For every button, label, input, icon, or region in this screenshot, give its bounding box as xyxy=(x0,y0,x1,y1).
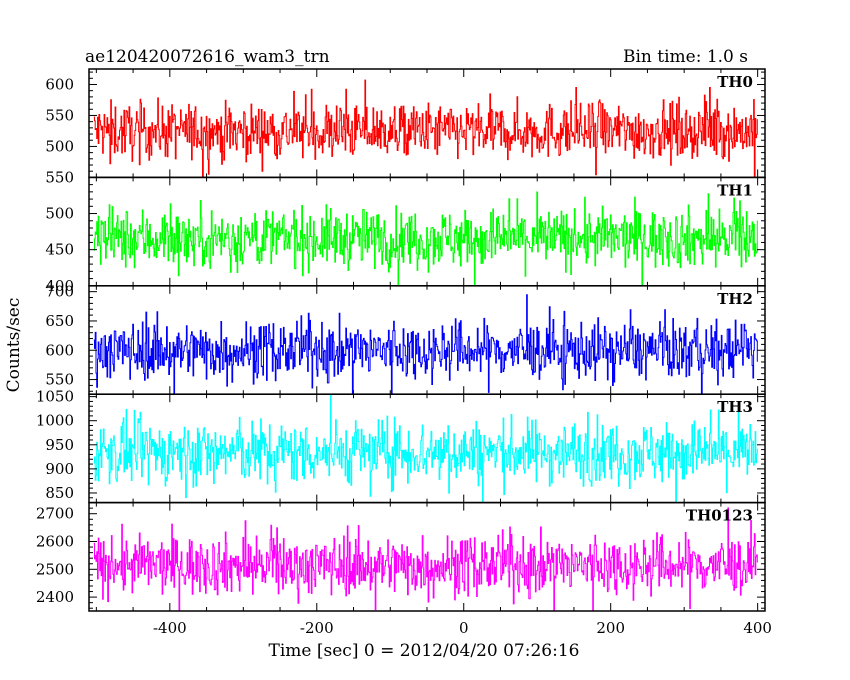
y-tick-label: 650 xyxy=(45,312,74,330)
y-tick-label: 2600 xyxy=(36,533,74,551)
y-tick-label: 2400 xyxy=(36,588,74,606)
panel-th2: 550 600 650 700 TH2 xyxy=(45,283,766,395)
y-tick-label: 2700 xyxy=(36,505,74,523)
y-tick-label: 1050 xyxy=(36,388,74,406)
panel-label-th0123: TH0123 xyxy=(686,507,753,525)
panel-label-th0: TH0 xyxy=(717,73,753,91)
y-tick-label: 550 xyxy=(45,106,74,124)
light-curve-th2 xyxy=(93,294,758,395)
y-tick-label: 500 xyxy=(45,205,74,223)
y-axis-label: Counts/sec xyxy=(4,298,24,393)
y-tick-label: 850 xyxy=(45,484,74,502)
panels-group: 500 550 600 TH0 400 450 500 550 TH1 550 600 650 700 T… xyxy=(36,68,772,637)
y-tick-label: 500 xyxy=(45,137,74,155)
plot-title: ae120420072616_wam3_trn xyxy=(85,47,330,67)
x-tick-label: -400 xyxy=(153,619,187,637)
y-tick-label: 900 xyxy=(45,460,74,478)
x-tick-label: 0 xyxy=(459,619,469,637)
y-tick-label: 700 xyxy=(45,283,74,301)
y-tick-label: 600 xyxy=(45,341,74,359)
y-tick-label: 450 xyxy=(45,241,74,259)
light-curve-th0 xyxy=(93,79,758,178)
panel-label-th3: TH3 xyxy=(717,398,753,416)
x-tick-label: -200 xyxy=(300,619,334,637)
panel-th3: 850 900 950 1000 1050 TH3 xyxy=(36,388,766,504)
light-curve-th0123 xyxy=(93,507,758,612)
panel-th0: 500 550 600 TH0 xyxy=(45,68,766,179)
panel-label-th1: TH1 xyxy=(717,181,753,199)
bin-time-label: Bin time: 1.0 s xyxy=(623,47,748,67)
panel-label-th2: TH2 xyxy=(717,290,753,308)
y-tick-label: 1000 xyxy=(36,412,74,430)
y-tick-label: 550 xyxy=(45,371,74,389)
x-axis-label: Time [sec] 0 = 2012/04/20 07:26:16 xyxy=(269,641,580,661)
x-tick-label: 200 xyxy=(596,619,625,637)
y-tick-label: 950 xyxy=(45,436,74,454)
y-tick-label: 2500 xyxy=(36,560,74,578)
y-tick-label: 400 xyxy=(45,277,74,295)
panel-th1: 400 450 500 550 TH1 xyxy=(45,168,766,295)
panel-th0123: 2400 2500 2600 2700 TH0123 xyxy=(36,501,766,612)
light-curve-th1 xyxy=(93,191,758,286)
y-tick-label: 600 xyxy=(45,75,74,93)
x-tick-label: 400 xyxy=(743,619,772,637)
y-tick-label: 550 xyxy=(45,168,74,186)
light-curve-th3 xyxy=(93,394,758,503)
